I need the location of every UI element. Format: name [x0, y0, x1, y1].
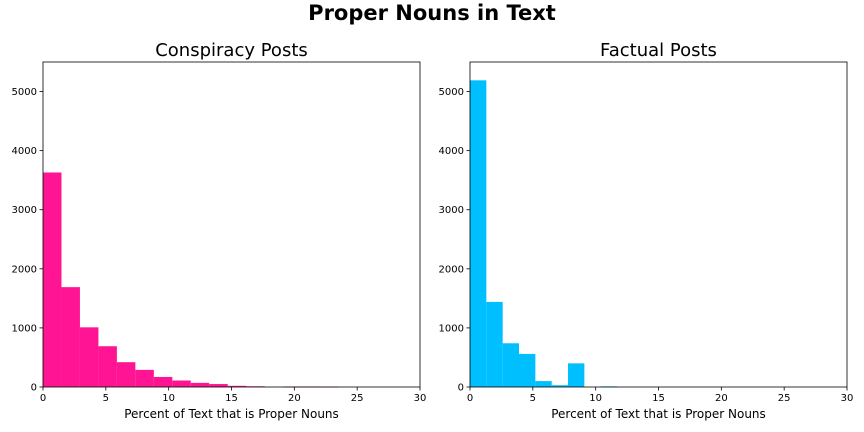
x-tick-label: 25	[778, 393, 791, 404]
histogram-bar	[43, 172, 62, 387]
histogram-bar	[568, 363, 585, 387]
histogram-bar	[98, 346, 117, 387]
x-tick-label: 10	[589, 393, 602, 404]
histogram-bar	[116, 362, 136, 387]
y-tick-label: 5000	[12, 87, 37, 98]
y-tick-label: 5000	[439, 87, 464, 98]
x-tick-label: 15	[652, 393, 665, 404]
histogram-bar	[227, 385, 247, 387]
x-tick-label: 30	[414, 393, 427, 404]
x-axis-label: Percent of Text that is Proper Nouns	[124, 407, 339, 421]
x-tick-label: 0	[40, 393, 46, 404]
histogram-bar	[172, 380, 191, 387]
histogram-bar	[209, 384, 228, 387]
x-tick-label: 20	[288, 393, 301, 404]
histogram-bar	[61, 287, 80, 387]
x-tick-label: 5	[103, 393, 109, 404]
x-tick-label: 15	[225, 393, 238, 404]
y-tick-label: 1000	[439, 323, 464, 334]
y-tick-label: 1000	[12, 323, 37, 334]
x-axis-label: Percent of Text that is Proper Nouns	[551, 407, 766, 421]
x-tick-label: 5	[530, 393, 536, 404]
histogram-bar	[535, 381, 552, 387]
chart-title: Factual Posts	[600, 40, 717, 61]
histogram-bar	[153, 376, 173, 387]
histogram-bar	[135, 369, 154, 387]
histogram-bar	[79, 327, 99, 387]
histogram-bar	[190, 382, 210, 387]
chart-title: Conspiracy Posts	[155, 40, 308, 61]
histogram-bar	[486, 301, 503, 387]
y-tick-label: 2000	[439, 264, 464, 275]
y-tick-label: 2000	[12, 264, 37, 275]
figure-suptitle: Proper Nouns in Text	[308, 1, 556, 25]
x-tick-label: 0	[467, 393, 473, 404]
x-tick-label: 10	[162, 393, 175, 404]
chart-panel-conspiracy: Conspiracy Posts 0 5 10 15 20 25 30 0 1000 2000 300…	[12, 40, 427, 421]
y-tick-label: 4000	[12, 146, 37, 157]
histogram-bar	[519, 353, 536, 387]
x-tick-label: 30	[841, 393, 854, 404]
x-tick-label: 25	[351, 393, 364, 404]
x-tick-label: 20	[715, 393, 728, 404]
y-tick-label: 4000	[439, 146, 464, 157]
y-tick-label: 0	[458, 383, 464, 394]
y-tick-label: 3000	[12, 205, 37, 216]
histogram-bar	[470, 80, 487, 387]
y-tick-label: 0	[31, 383, 37, 394]
y-tick-label: 3000	[439, 205, 464, 216]
histogram-bar	[502, 343, 520, 387]
chart-panel-factual: Factual Posts 0 5 10 15 20 25 30 0 1000 2000 3000 40…	[439, 40, 854, 421]
histogram-bar	[551, 385, 569, 387]
